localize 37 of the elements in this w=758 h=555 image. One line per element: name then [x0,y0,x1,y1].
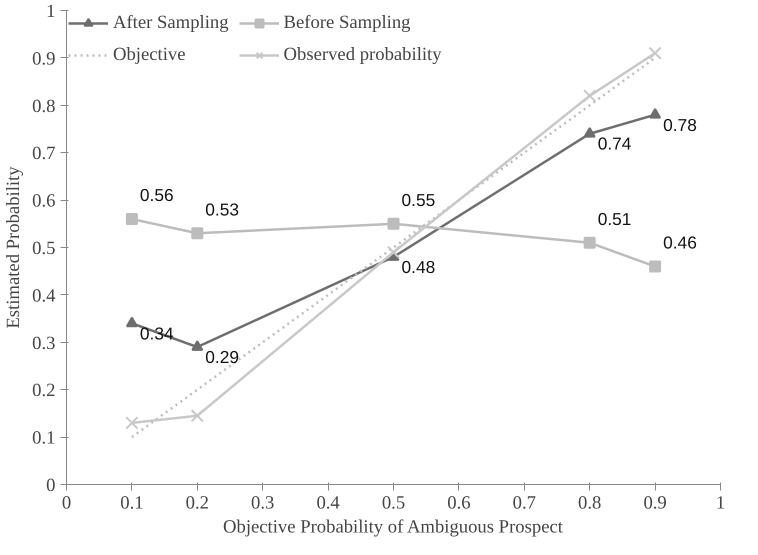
y-axis-title: Estimated Probability [3,166,24,329]
data-label: 0.78 [663,114,697,135]
y-tick-label: 0.9 [32,48,56,70]
y-tick-label: 0.7 [32,143,56,164]
x-tick-label: 1 [716,492,726,514]
legend-label: After Sampling [113,12,229,34]
x-tick-label: 0.4 [316,492,340,514]
x-tick-label: 0.7 [512,492,536,514]
y-tick-label: 0.5 [32,238,56,259]
legend-label: Observed probability [284,44,442,66]
x-tick-label: 0.5 [382,492,406,514]
x-tick-label: 0.8 [578,492,602,514]
y-tick-label: 0.1 [32,428,56,449]
data-label: 0.51 [598,208,632,229]
x-axis-title: Objective Probability of Ambiguous Prospect [223,516,564,538]
y-tick-label: 0.4 [32,285,56,306]
x-tick-label: 0 [62,492,72,514]
x-tick-label: 0.2 [186,492,209,514]
data-label: 0.53 [205,199,240,220]
y-tick-label: 0.3 [32,332,56,354]
legend-label: Before Sampling [284,12,410,34]
legend-label: Objective [113,44,186,66]
data-label: 0.46 [663,232,697,252]
x-tick-label: 0.1 [120,492,144,514]
y-tick-label: 0.2 [32,380,56,402]
y-tick-label: 0 [46,475,56,496]
data-label: 0.29 [205,347,240,368]
x-tick-label: 0.3 [251,492,274,514]
data-label: 0.74 [598,134,632,154]
data-label: 0.55 [402,190,436,210]
y-tick-label: 0.6 [32,190,56,212]
data-label: 0.56 [140,185,174,206]
y-tick-label: 1 [46,1,56,22]
x-tick-label: 0.9 [643,492,667,514]
y-tick-label: 0.8 [32,96,56,117]
x-tick-label: 0.6 [447,492,471,514]
data-label: 0.48 [402,256,436,277]
